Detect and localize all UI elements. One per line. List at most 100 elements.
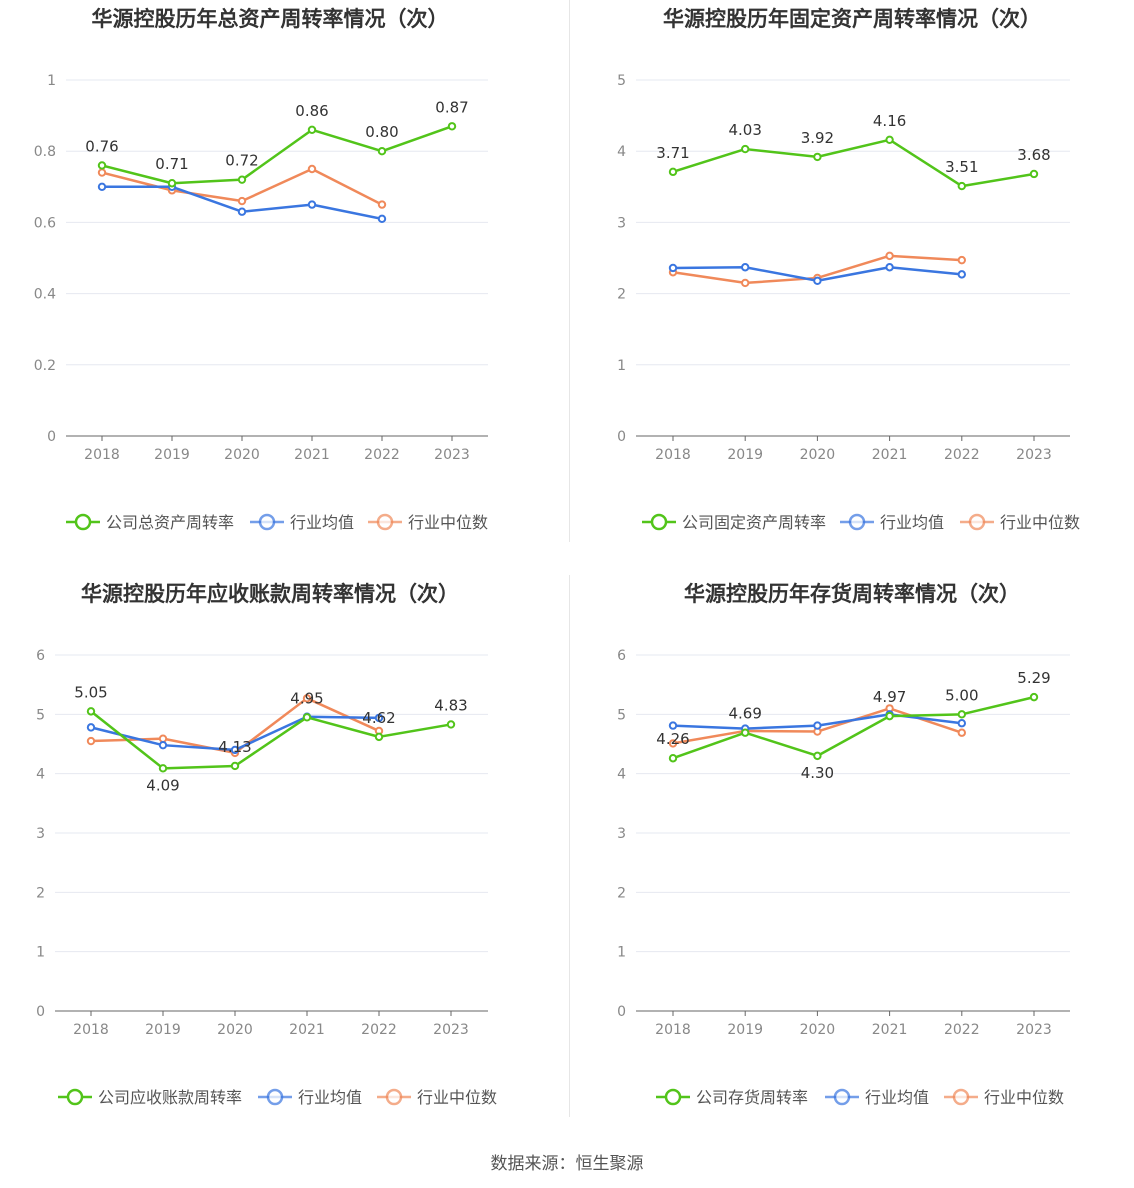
median-data-point: [302, 694, 312, 703]
legend-marker-icon: [833, 1088, 851, 1106]
avg-data-point: [307, 200, 317, 209]
avg-data-point: [97, 182, 107, 192]
company-data-point: [741, 144, 750, 154]
y-tick-label: 2: [617, 885, 626, 901]
x-tick-label: 2018: [655, 447, 691, 463]
avg-data-point: [158, 740, 168, 750]
y-tick-label: 3: [617, 215, 626, 231]
x-tick-label: 2019: [727, 447, 763, 463]
company-series-line: [90, 710, 452, 770]
x-tick-label: 2020: [217, 1022, 253, 1038]
chart-svg: 华源控股历年存货周转率情况（次） 0 1 2 3 4 5 6 2018 2019 2020 2021 2…: [617, 582, 1070, 1107]
company-data-point: [885, 135, 894, 145]
avg-data-point: [237, 207, 247, 216]
median-data-point: [668, 739, 678, 748]
legend-label: 行业中位数: [417, 1088, 497, 1107]
company-data-point: [377, 147, 387, 156]
y-tick-label: 5: [36, 707, 45, 723]
company-data-point: [302, 713, 312, 722]
company-data-point: [957, 181, 966, 191]
x-tick-label: 2022: [944, 1022, 980, 1038]
y-tick-label: 0: [617, 1004, 626, 1020]
y-tick-label: 1: [47, 73, 56, 89]
company-data-point: [957, 710, 966, 719]
data-label: 4.62: [362, 709, 395, 727]
data-label: 4.83: [434, 696, 467, 714]
legend-item-avg: 行业均值: [258, 1088, 362, 1107]
legend-item-company: 公司存货周转率: [656, 1088, 808, 1107]
data-label: 0.72: [225, 152, 258, 170]
x-tick-label: 2020: [800, 1022, 836, 1038]
chart-panel-fixed-assets: 华源控股历年固定资产周转率情况（次） 0 1 2 3 4 5 2018 2019 2020 2021…: [570, 0, 1130, 545]
y-tick-label: 5: [617, 707, 626, 723]
legend-marker-icon: [664, 1088, 682, 1106]
company-data-point: [167, 179, 177, 188]
legend-label: 行业中位数: [408, 513, 488, 532]
avg-data-point: [668, 263, 678, 273]
data-label: 4.16: [873, 112, 906, 130]
y-tick-label: 1: [36, 945, 45, 961]
avg-data-point: [813, 721, 822, 730]
x-tick-label: 2023: [434, 447, 470, 463]
legend-label: 行业均值: [290, 513, 354, 532]
data-label: 4.09: [146, 776, 179, 794]
legend-item-median: 行业中位数: [944, 1088, 1064, 1107]
x-tick-label: 2022: [364, 447, 400, 463]
median-data-point: [86, 736, 96, 746]
data-label: 5.05: [74, 683, 107, 701]
legend-item-company: 公司固定资产周转率: [642, 513, 826, 532]
y-tick-label: 0.6: [34, 215, 56, 231]
legend-item-avg: 行业均值: [840, 513, 944, 532]
chart-svg: 华源控股历年固定资产周转率情况（次） 0 1 2 3 4 5 2018 2019 2020 2021…: [617, 7, 1080, 532]
company-series-line: [672, 138, 1035, 188]
legend-label: 公司总资产周转率: [106, 513, 234, 532]
legend-marker-icon: [74, 513, 92, 531]
company-data-point: [813, 751, 822, 761]
avg-data-point: [957, 719, 966, 728]
company-data-point: [237, 175, 247, 184]
y-tick-label: 3: [36, 826, 45, 842]
y-tick-label: 4: [617, 144, 626, 160]
legend-item-company: 公司总资产周转率: [66, 513, 234, 532]
legend-marker-icon: [385, 1088, 403, 1106]
data-label: 0.80: [365, 123, 398, 141]
vertical-divider: [569, 575, 570, 1117]
company-data-point: [668, 167, 678, 177]
legend-label: 行业均值: [865, 1088, 929, 1107]
avg-data-point: [885, 263, 894, 272]
y-tick-label: 1: [617, 945, 626, 961]
x-tick-label: 2021: [294, 447, 330, 463]
data-label: 3.92: [801, 129, 834, 147]
median-data-point: [957, 255, 966, 265]
median-data-point: [97, 168, 107, 177]
legend-item-median: 行业中位数: [377, 1088, 497, 1107]
x-tick-label: 2022: [944, 447, 980, 463]
company-data-point: [374, 732, 384, 742]
y-tick-label: 0: [47, 429, 56, 445]
x-tick-label: 2021: [289, 1022, 325, 1038]
chart-title: 华源控股历年存货周转率情况（次）: [684, 582, 1020, 606]
chart-title: 华源控股历年应收账款周转率情况（次）: [81, 582, 459, 606]
y-tick-label: 2: [617, 287, 626, 303]
data-label: 4.03: [728, 121, 761, 139]
legend-marker-icon: [258, 513, 276, 531]
company-series-line: [672, 695, 1035, 760]
legend-label: 行业均值: [880, 513, 944, 532]
legend-marker-icon: [968, 513, 986, 531]
avg-data-point: [957, 270, 966, 279]
median-data-point: [307, 164, 317, 174]
avg-data-point: [813, 276, 822, 285]
avg-data-point: [230, 745, 240, 755]
legend-label: 行业均值: [298, 1088, 362, 1107]
legend-marker-icon: [848, 513, 866, 531]
company-data-point: [230, 761, 240, 771]
legend-label: 公司固定资产周转率: [682, 513, 826, 532]
x-tick-label: 2020: [224, 447, 260, 463]
y-tick-label: 0: [617, 429, 626, 445]
median-data-point: [741, 278, 750, 288]
x-tick-label: 2023: [1016, 1022, 1052, 1038]
y-tick-label: 6: [617, 648, 626, 664]
y-tick-label: 4: [36, 767, 45, 783]
data-label: 3.51: [945, 158, 978, 176]
legend-label: 公司存货周转率: [696, 1088, 808, 1107]
